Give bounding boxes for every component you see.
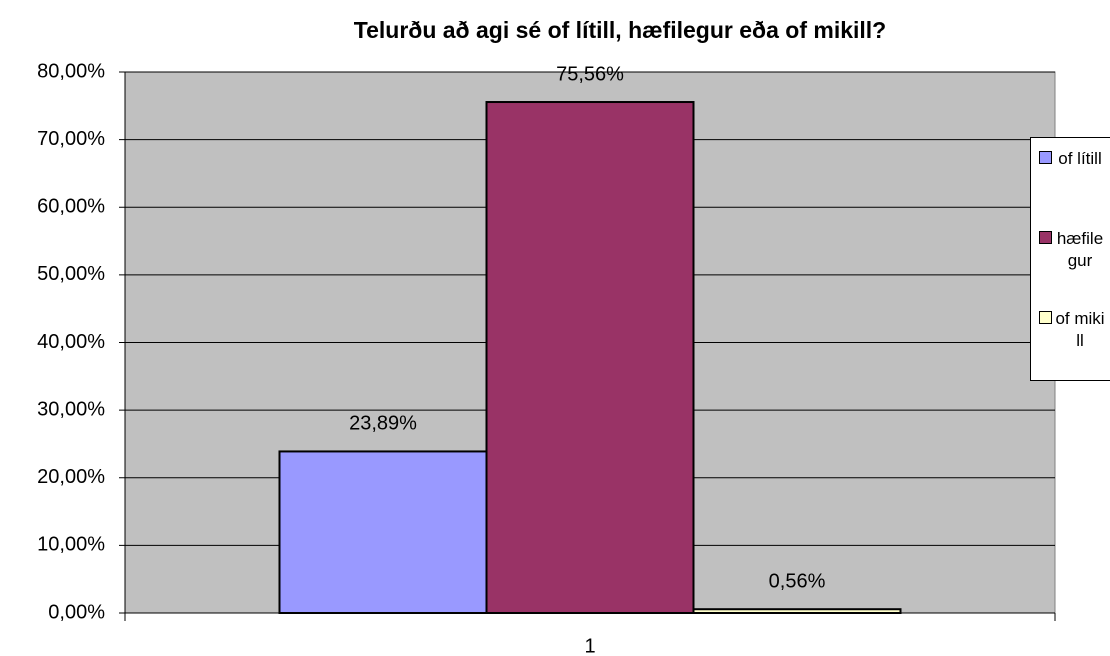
- legend-label: of mikill: [1055, 309, 1105, 350]
- y-tick-label: 70,00%: [37, 128, 105, 150]
- legend-swatch: [1039, 311, 1052, 324]
- value-label: 0,56%: [769, 570, 826, 592]
- chart-title: Telurðu að agi sé of lítill, hæfilegur e…: [354, 17, 886, 43]
- y-tick-label: 40,00%: [37, 331, 105, 353]
- legend: of lítill hæfilegur of mikill: [1030, 137, 1110, 381]
- value-label: 23,89%: [349, 413, 417, 435]
- y-tick-label: 20,00%: [37, 466, 105, 488]
- bar: [485, 101, 695, 614]
- y-tick-label: 50,00%: [37, 263, 105, 285]
- bar: [278, 450, 488, 614]
- y-tick-label: 60,00%: [37, 196, 105, 218]
- y-tick-label: 10,00%: [37, 534, 105, 556]
- legend-item: of mikill: [1039, 308, 1105, 352]
- y-tick-label: 80,00%: [37, 60, 105, 82]
- value-label: 75,56%: [556, 63, 624, 85]
- legend-item: hæfilegur: [1039, 228, 1105, 272]
- legend-swatch: [1039, 151, 1052, 164]
- legend-swatch: [1039, 231, 1052, 244]
- bar: [692, 608, 902, 615]
- legend-label: of lítill: [1058, 149, 1102, 168]
- y-tick-label: 0,00%: [48, 601, 105, 623]
- legend-item: of lítill: [1039, 148, 1105, 170]
- x-tick-label: 1: [584, 635, 595, 656]
- legend-label: hæfilegur: [1056, 229, 1104, 270]
- y-tick-label: 30,00%: [37, 398, 105, 420]
